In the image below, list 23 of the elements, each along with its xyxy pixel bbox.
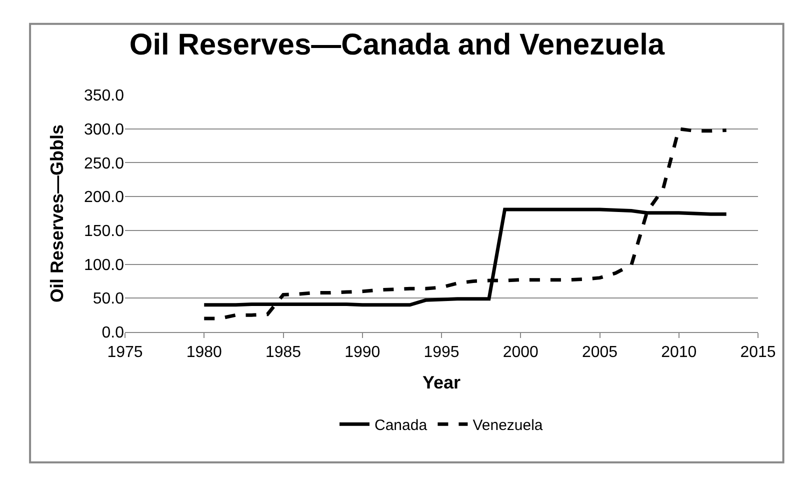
y-tick-label: 150.0: [84, 223, 124, 240]
y-tick-label: 50.0: [92, 290, 124, 308]
x-tick-label: 2000: [502, 344, 539, 362]
y-tick-label: 350.0: [84, 88, 124, 105]
x-tick-label: 2005: [582, 344, 618, 362]
x-tick-label: 1975: [107, 344, 143, 362]
chart-title: Oil Reserves—Canada and Venezuela: [129, 28, 665, 62]
y-tick-label: 250.0: [84, 155, 124, 172]
y-tick-label: 100.0: [84, 256, 124, 274]
x-tick-label: 1985: [265, 344, 302, 362]
x-tick-label: 1995: [424, 344, 460, 362]
x-tick-label: 2015: [740, 344, 776, 362]
line-series: [202, 127, 728, 320]
x-axis-title: Year: [422, 372, 461, 392]
y-tick-label: 0.0: [102, 324, 124, 342]
y-axis-title: Oil Reserves—Gbbls: [47, 124, 68, 303]
legend-label: Venezuela: [472, 416, 544, 434]
y-tick-label: 200.0: [84, 189, 124, 206]
y-tick-label: 300.0: [84, 121, 124, 138]
x-tick-label: 1980: [186, 344, 222, 362]
legend-label: Canada: [374, 416, 428, 434]
x-tick-label: 1990: [344, 344, 380, 362]
x-tick-label: 2010: [661, 344, 697, 362]
